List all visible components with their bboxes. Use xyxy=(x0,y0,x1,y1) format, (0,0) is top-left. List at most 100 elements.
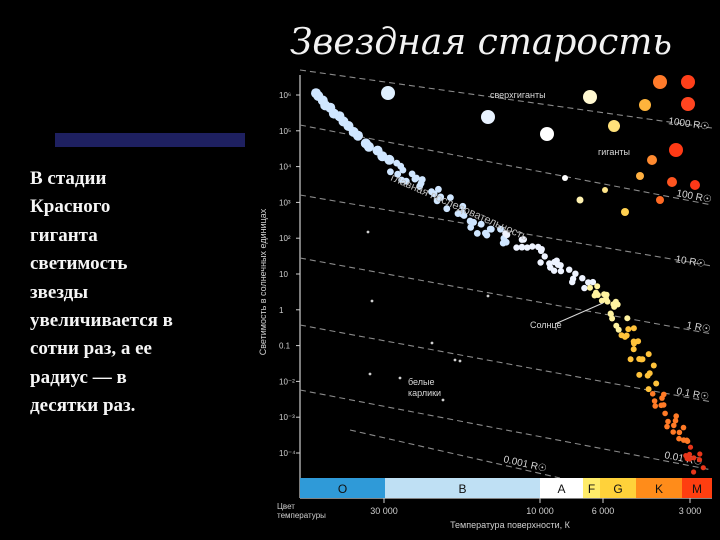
radius-line-label: 10 R☉ xyxy=(674,254,706,270)
star xyxy=(460,212,468,219)
star xyxy=(598,297,605,304)
star xyxy=(541,253,548,260)
star xyxy=(537,259,544,266)
star xyxy=(437,193,445,201)
star xyxy=(697,451,703,457)
slide-title: Звездная старость xyxy=(290,22,672,63)
star xyxy=(627,356,634,363)
x-tick-label: 3 000 xyxy=(679,506,702,516)
star xyxy=(684,437,690,444)
star xyxy=(650,362,657,369)
star xyxy=(566,266,573,273)
star xyxy=(645,351,652,358)
star xyxy=(486,294,490,298)
star xyxy=(653,380,660,387)
star xyxy=(416,182,424,190)
star xyxy=(579,275,586,282)
star xyxy=(686,451,693,457)
radius-lines: 1000 R☉100 R☉10 R☉1 R☉0.1 R☉0.01 R☉0.001… xyxy=(299,69,713,479)
star xyxy=(611,303,618,310)
star xyxy=(602,187,608,193)
star xyxy=(630,325,637,332)
star xyxy=(681,75,695,89)
sun-pointer xyxy=(554,302,604,325)
y-tick-label: 10³ xyxy=(279,198,291,207)
star xyxy=(589,278,597,286)
star xyxy=(581,284,588,292)
y-axis-label: Светимость в солнечных единицах xyxy=(258,208,268,355)
star xyxy=(649,391,656,397)
x-left-label: Цвет температуры xyxy=(277,502,326,520)
star xyxy=(467,224,475,231)
star xyxy=(585,279,592,286)
y-tick-label: 10⁻⁴ xyxy=(279,449,296,458)
slide-body-text: В стадии Красного гиганта светимость зве… xyxy=(30,168,173,417)
star xyxy=(458,359,462,363)
star xyxy=(513,244,520,251)
star xyxy=(631,340,637,347)
star xyxy=(553,257,560,264)
star xyxy=(430,341,434,345)
star xyxy=(557,262,564,269)
star xyxy=(466,217,474,225)
spectral-class-label: G xyxy=(613,482,622,496)
y-tick-label: 10⁻³ xyxy=(279,413,295,422)
star xyxy=(394,170,402,178)
star xyxy=(615,326,622,333)
star xyxy=(621,208,629,216)
star xyxy=(518,243,526,251)
star xyxy=(672,417,679,424)
y-tick-label: 10⁵ xyxy=(279,127,291,136)
star xyxy=(572,270,579,277)
x-ticks: 30 000 10 000 6 000 3 000 xyxy=(370,498,701,516)
x-tick-label: 30 000 xyxy=(370,506,398,516)
star xyxy=(687,444,694,450)
star xyxy=(453,358,457,362)
star xyxy=(402,177,410,185)
star xyxy=(681,97,695,111)
star xyxy=(583,90,597,104)
spectral-segment xyxy=(600,478,636,498)
y-tick-label: 10⁻² xyxy=(279,377,295,386)
star xyxy=(653,75,667,89)
star xyxy=(384,154,395,165)
spectral-segment xyxy=(636,478,682,498)
star xyxy=(441,398,445,402)
star xyxy=(625,326,632,333)
x-axis-label: Температура поверхности, К xyxy=(450,520,571,530)
y-tick-label: 1 xyxy=(279,306,284,315)
star xyxy=(587,284,593,291)
star xyxy=(676,429,683,436)
star xyxy=(499,239,507,247)
star xyxy=(636,371,643,378)
spectral-segment xyxy=(300,478,385,498)
star xyxy=(676,435,682,442)
radius-line-label: 0.001 R☉ xyxy=(502,454,547,475)
x-tick-label: 6 000 xyxy=(592,506,615,516)
radius-line-label: 100 R☉ xyxy=(675,188,712,206)
star xyxy=(607,310,614,317)
star xyxy=(608,120,620,132)
star xyxy=(497,225,504,233)
star xyxy=(670,429,676,435)
star xyxy=(408,170,416,178)
x-tick-label: 10 000 xyxy=(526,506,554,516)
star xyxy=(662,410,668,417)
star xyxy=(524,244,531,251)
star xyxy=(671,422,677,429)
star xyxy=(430,190,438,198)
star xyxy=(481,110,495,124)
radius-line-label: 1 R☉ xyxy=(685,320,711,335)
star xyxy=(691,469,697,475)
star xyxy=(353,130,363,141)
radius-line xyxy=(299,257,713,335)
star xyxy=(473,230,481,237)
star xyxy=(660,402,667,408)
star xyxy=(550,267,558,274)
star xyxy=(661,391,667,398)
star xyxy=(381,86,395,100)
star xyxy=(366,230,370,234)
spectral-class-label: F xyxy=(588,482,595,496)
star xyxy=(562,175,568,181)
